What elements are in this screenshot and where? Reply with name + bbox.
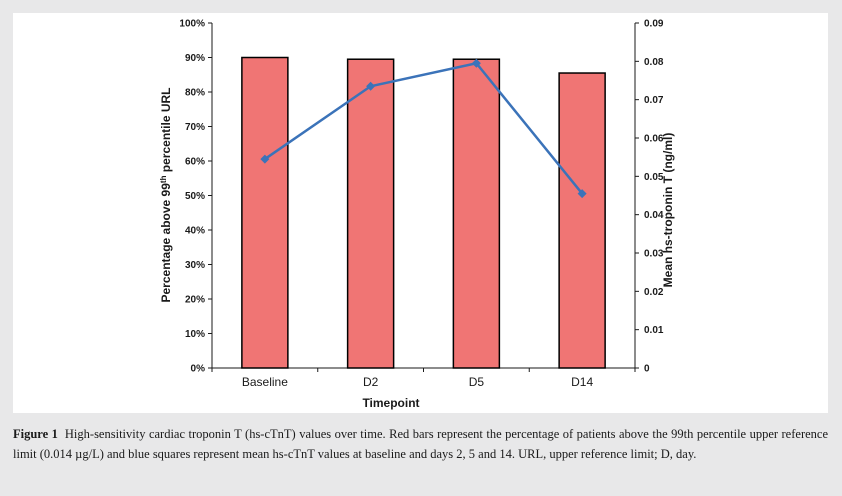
right-tick-label: 0.05 <box>644 172 664 183</box>
right-y-axis-title: Mean hs-troponin T (ng/ml) <box>661 133 675 288</box>
left-tick-label: 100% <box>179 19 205 30</box>
x-tick-label: D14 <box>571 375 593 389</box>
left-tick-label: 40% <box>185 226 205 237</box>
right-tick-label: 0.07 <box>644 95 664 106</box>
right-tick-label: 0.06 <box>644 134 664 145</box>
line-marker <box>366 81 376 91</box>
left-tick-label: 90% <box>185 53 205 64</box>
left-y-axis-title-rest: percentile URL <box>159 88 173 176</box>
left-tick-label: 60% <box>185 157 205 168</box>
left-y-axis-title: Percentage above 99th percentile URL <box>159 88 173 303</box>
left-y-axis-title-main: Percentage above 99 <box>159 183 173 303</box>
x-tick-label: D2 <box>363 375 379 389</box>
right-tick-label: 0 <box>644 364 650 375</box>
left-y-axis-title-sup: th <box>159 175 168 183</box>
left-tick-label: 80% <box>185 88 205 99</box>
bar <box>558 72 606 369</box>
right-tick-label: 0.01 <box>644 325 664 336</box>
x-tick-label: D5 <box>469 375 485 389</box>
line-marker <box>471 58 481 68</box>
right-tick-label: 0.02 <box>644 287 664 298</box>
left-tick-label: 50% <box>185 191 205 202</box>
left-tick-label: 0% <box>191 364 206 375</box>
left-tick-label: 30% <box>185 260 205 271</box>
figure-caption: Figure 1 High-sensitivity cardiac tropon… <box>13 424 828 464</box>
right-tick-label: 0.03 <box>644 249 664 260</box>
chart: 0% 10% 20% 30% 40% 50% 60% 70% 80% 90% 100% 0 0.01 0.… <box>159 19 675 411</box>
left-tick-label: 20% <box>185 295 205 306</box>
x-axis-title: Timepoint <box>362 396 419 410</box>
bar <box>346 58 395 369</box>
right-tick-label: 0.08 <box>644 57 664 68</box>
plot-panel: 0% 10% 20% 30% 40% 50% 60% 70% 80% 90% 100% 0 0.01 0.… <box>13 13 828 413</box>
bar <box>452 58 501 369</box>
series-line <box>264 61 584 195</box>
line-marker <box>577 189 587 199</box>
caption-text: High-sensitivity cardiac troponin T (hs-… <box>13 427 829 461</box>
left-tick-label: 10% <box>185 329 205 340</box>
caption-label: Figure 1 <box>13 427 58 441</box>
right-tick-label: 0.04 <box>644 210 664 221</box>
left-tick-label: 70% <box>185 122 205 133</box>
bar <box>241 56 289 369</box>
x-tick-label: Baseline <box>242 375 288 389</box>
right-tick-label: 0.09 <box>644 19 664 30</box>
line-marker <box>260 154 270 164</box>
